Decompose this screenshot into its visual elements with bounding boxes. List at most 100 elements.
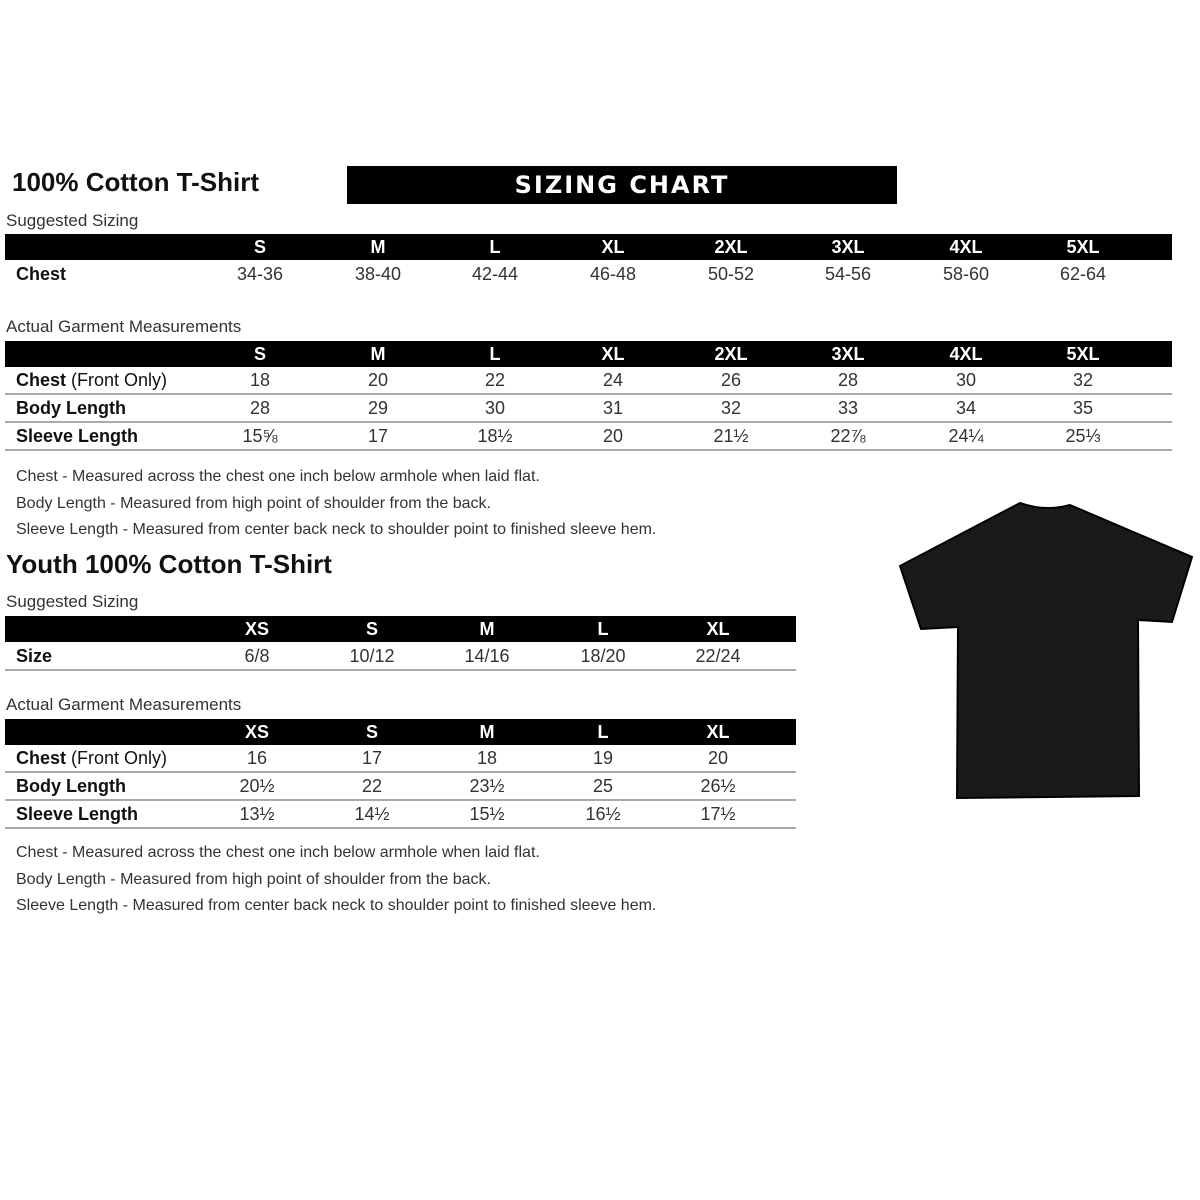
- table-cell: 58-60: [942, 264, 990, 284]
- header-bar: [5, 234, 1172, 260]
- table-cell: 50-52: [707, 264, 755, 284]
- table-cell: 28: [837, 370, 859, 390]
- row-label-suffix: (Front Only): [66, 748, 168, 768]
- size-header: 5XL: [1066, 237, 1100, 257]
- table-cell: 31: [602, 398, 624, 418]
- table-cell: 26: [720, 370, 742, 390]
- adult-title: 100% Cotton T-Shirt: [12, 167, 260, 197]
- row-label-main: Body Length: [16, 398, 126, 418]
- table-cell: 30: [955, 370, 977, 390]
- size-header: XL: [706, 722, 730, 742]
- size-header: 4XL: [949, 344, 983, 364]
- sizing-chart-banner: SIZING CHART: [347, 166, 897, 204]
- table-cell: 16: [246, 748, 268, 768]
- table-cell: 19: [592, 748, 614, 768]
- row-label: Body Length: [16, 776, 126, 797]
- size-header: 3XL: [831, 344, 865, 364]
- table-cell: 32: [720, 398, 742, 418]
- row-label: Body Length: [16, 398, 126, 419]
- table-cell: 14/16: [464, 646, 510, 666]
- table-cell: 46-48: [589, 264, 637, 284]
- table-cell: 15⅝: [242, 426, 278, 446]
- table-cell: 14½: [354, 804, 390, 824]
- table-cell: 18½: [477, 426, 513, 446]
- table-cell: 38-40: [354, 264, 402, 284]
- row-label: Size: [16, 646, 52, 667]
- size-header: L: [597, 619, 609, 639]
- size-header: XL: [706, 619, 730, 639]
- size-header: XS: [244, 619, 270, 639]
- table-cell: 42-44: [471, 264, 519, 284]
- table-cell: 28: [249, 398, 271, 418]
- table-cell: 20: [367, 370, 389, 390]
- youth-actual-label: Actual Garment Measurements: [6, 695, 242, 714]
- table-cell: 32: [1072, 370, 1094, 390]
- measurement-note: Body Length - Measured from high point o…: [16, 494, 491, 512]
- row-divider: [5, 421, 1172, 423]
- size-header: M: [370, 344, 386, 364]
- table-cell: 24¼: [948, 426, 984, 446]
- youth-title: Youth 100% Cotton T-Shirt: [6, 549, 332, 579]
- size-header: L: [597, 722, 609, 742]
- size-header: M: [479, 619, 495, 639]
- table-cell: 26½: [700, 776, 736, 796]
- table-cell: 20: [707, 748, 729, 768]
- measurement-note: Body Length - Measured from high point o…: [16, 870, 491, 888]
- size-header: XL: [601, 237, 625, 257]
- size-header: XL: [601, 344, 625, 364]
- adult-actual-label: Actual Garment Measurements: [6, 317, 242, 336]
- table-cell: 20½: [239, 776, 275, 796]
- size-header: M: [370, 237, 386, 257]
- table-cell: 6/8: [244, 646, 270, 666]
- table-cell: 34: [955, 398, 977, 418]
- measurement-note: Sleeve Length - Measured from center bac…: [16, 521, 657, 538]
- size-header: S: [253, 344, 267, 364]
- table-cell: 22: [484, 370, 506, 390]
- table-cell: 29: [367, 398, 389, 418]
- table-cell: 18: [249, 370, 271, 390]
- table-cell: 20: [602, 426, 624, 446]
- table-cell: 22⅞: [830, 426, 866, 446]
- table-cell: 16½: [585, 804, 621, 824]
- row-divider: [5, 827, 796, 829]
- table-cell: 35: [1072, 398, 1094, 418]
- adult-suggested-label: Suggested Sizing: [6, 211, 139, 230]
- size-header: 5XL: [1066, 344, 1100, 364]
- size-header: 3XL: [831, 237, 865, 257]
- table-cell: 18/20: [580, 646, 626, 666]
- size-header: 2XL: [714, 344, 748, 364]
- table-cell: 17½: [700, 804, 736, 824]
- row-divider: [5, 449, 1172, 451]
- row-label-suffix: (Front Only): [66, 370, 168, 390]
- row-label-main: Chest: [16, 748, 67, 768]
- size-header: XS: [244, 722, 270, 742]
- table-cell: 17: [367, 426, 389, 446]
- row-label: Chest: [16, 264, 66, 285]
- size-header: L: [489, 344, 501, 364]
- size-header: 4XL: [949, 237, 983, 257]
- size-header: L: [489, 237, 501, 257]
- table-cell: 24: [602, 370, 624, 390]
- row-label: Chest (Front Only): [16, 370, 167, 391]
- size-header: 2XL: [714, 237, 748, 257]
- row-label-main: Body Length: [16, 776, 126, 796]
- table-cell: 18: [476, 748, 498, 768]
- table-cell: 21½: [713, 426, 749, 446]
- row-label: Chest (Front Only): [16, 748, 167, 769]
- row-divider: [5, 771, 796, 773]
- size-header: M: [479, 722, 495, 742]
- table-cell: 33: [837, 398, 859, 418]
- table-cell: 23½: [469, 776, 505, 796]
- row-label-main: Sleeve Length: [16, 426, 139, 446]
- row-label: Sleeve Length: [16, 426, 138, 447]
- table-cell: 62-64: [1059, 264, 1107, 284]
- table-cell: 30: [484, 398, 506, 418]
- size-header: S: [365, 722, 379, 742]
- table-cell: 34-36: [236, 264, 284, 284]
- row-label-main: Size: [16, 646, 53, 666]
- measurement-note: Chest - Measured across the chest one in…: [16, 844, 540, 861]
- black-tshirt-icon: [898, 501, 1194, 800]
- row-label-main: Sleeve Length: [16, 804, 139, 824]
- row-label-main: Chest: [16, 370, 67, 390]
- size-header: S: [253, 237, 267, 257]
